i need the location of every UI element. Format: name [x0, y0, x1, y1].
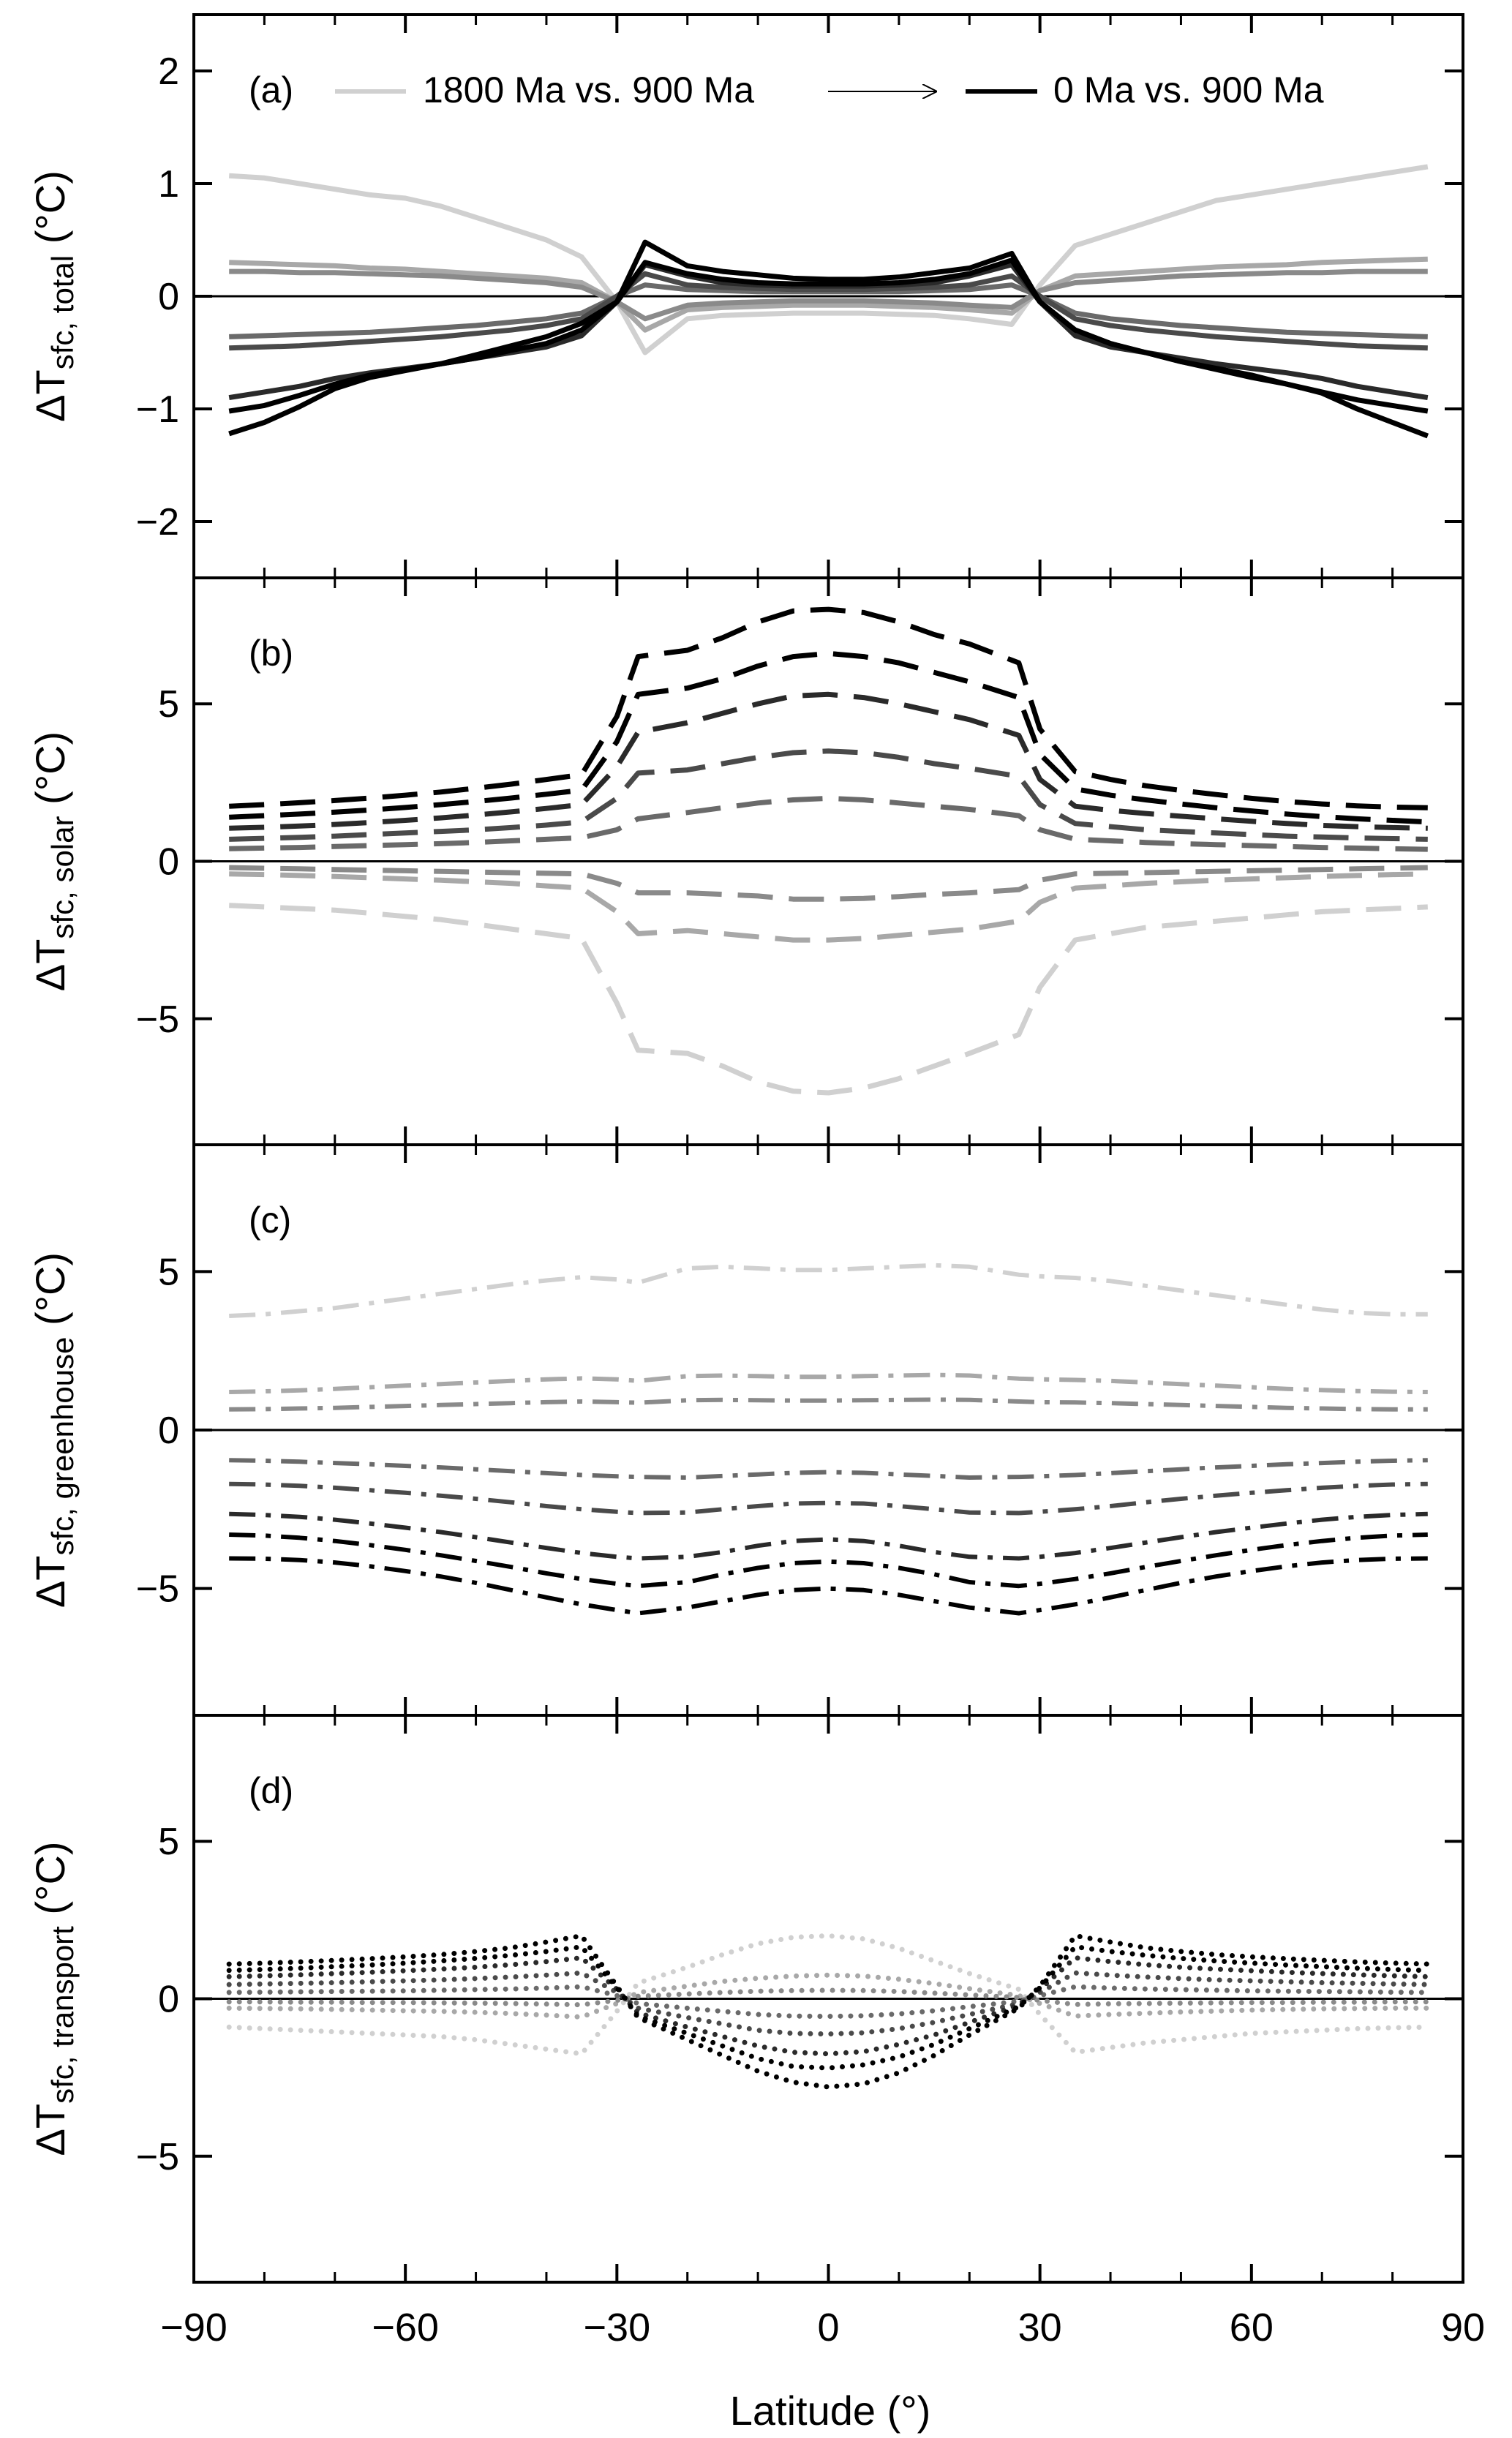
y-tick-label: 0	[158, 841, 179, 884]
y-tick-label: 0	[158, 1979, 179, 2021]
series-line-6	[229, 1511, 1428, 1561]
y-tick-label: −5	[136, 998, 179, 1041]
y-axis-label: ΔTsfc, total (°C)	[27, 170, 80, 422]
series-line-7	[226, 1944, 1431, 2071]
x-tick-label: 30	[1018, 2306, 1062, 2349]
series-line-6	[226, 1955, 1431, 2057]
series-line-5	[226, 1970, 1431, 2037]
series-line-5	[229, 1481, 1428, 1516]
series-line-3	[229, 1397, 1428, 1412]
series-line-2	[229, 1372, 1428, 1394]
y-tick-label: −2	[136, 501, 179, 543]
series-group	[228, 164, 1429, 439]
panels: −2 −1 0 1 2 ΔTsfc, total (°C) −5 0 5 (b) ΔTsfc, so…	[27, 13, 1464, 2284]
series-line-1	[229, 1263, 1428, 1318]
series-line-8	[229, 1556, 1428, 1616]
y-tick-label: 5	[158, 1251, 179, 1293]
panel-b: −5 0 5 (b) ΔTsfc, solar (°C)	[27, 576, 1464, 1146]
panel-label-c: (c)	[249, 1200, 291, 1241]
y-tick-label: 5	[158, 683, 179, 726]
series-line-2	[226, 1972, 1431, 2020]
series-line-1	[229, 903, 1428, 1096]
series-line-8	[226, 1933, 1431, 2090]
series-group	[229, 1263, 1428, 1616]
panel-label-d: (d)	[249, 1770, 293, 1811]
y-axis-label: ΔTsfc, solar (°C)	[27, 731, 80, 991]
series-line-8	[229, 606, 1428, 810]
panel-label-a: (a)	[249, 69, 293, 110]
series-line-8	[228, 239, 1429, 439]
series-line-2	[229, 871, 1428, 943]
series-line-7	[228, 257, 1429, 414]
x-axis-label: Latitude (°)	[730, 2388, 931, 2434]
series-line-3	[229, 268, 1428, 322]
series-line-1	[228, 164, 1429, 355]
series-group	[226, 1933, 1431, 2090]
x-tick-label: 90	[1441, 2306, 1485, 2349]
series-line-2	[229, 256, 1428, 333]
series-line-6	[229, 691, 1428, 831]
x-tick-label: −90	[160, 2306, 227, 2349]
panel-d: −5 0 5 (d) ΔTsfc, transport (°C)	[27, 1714, 1464, 2284]
y-tick-label: −5	[136, 2136, 179, 2178]
series-line-7	[229, 1532, 1428, 1589]
y-tick-label: 5	[158, 1821, 179, 1863]
y-tick-label: 0	[158, 1410, 179, 1452]
series-line-3	[229, 865, 1428, 902]
series-line-1	[226, 1933, 1431, 2057]
x-axis: −90 −60 −30 0 30 60 90	[160, 2306, 1485, 2349]
legend-end-label: 0 Ma vs. 900 Ma	[1053, 69, 1324, 110]
y-tick-label: 1	[158, 163, 179, 206]
panel-label-b: (b)	[249, 633, 293, 674]
series-line-4	[226, 1984, 1431, 2020]
y-tick-label: 0	[158, 276, 179, 318]
legend-start-label: 1800 Ma vs. 900 Ma	[423, 69, 754, 110]
series-line-4	[229, 1458, 1428, 1480]
panel-c: −5 0 5 (c) ΔTsfc, greenhouse (°C)	[27, 1143, 1464, 1717]
x-tick-label: −30	[584, 2306, 651, 2349]
y-tick-label: 2	[158, 50, 179, 93]
y-axis-label: ΔTsfc, transport (°C)	[27, 1841, 80, 2156]
x-tick-label: −60	[372, 2306, 439, 2349]
series-line-5	[229, 271, 1428, 351]
y-axis-label: ΔTsfc, greenhouse (°C)	[27, 1252, 80, 1608]
x-tick-label: 60	[1230, 2306, 1274, 2349]
y-tick-label: −1	[136, 388, 179, 431]
y-tick-label: −5	[136, 1568, 179, 1611]
legend: (a) 1800 Ma vs. 900 Ma 0 Ma vs. 900 Ma	[249, 69, 1324, 110]
series-group	[229, 606, 1428, 1096]
series-line-5	[229, 748, 1428, 842]
x-tick-label: 0	[817, 2306, 839, 2349]
